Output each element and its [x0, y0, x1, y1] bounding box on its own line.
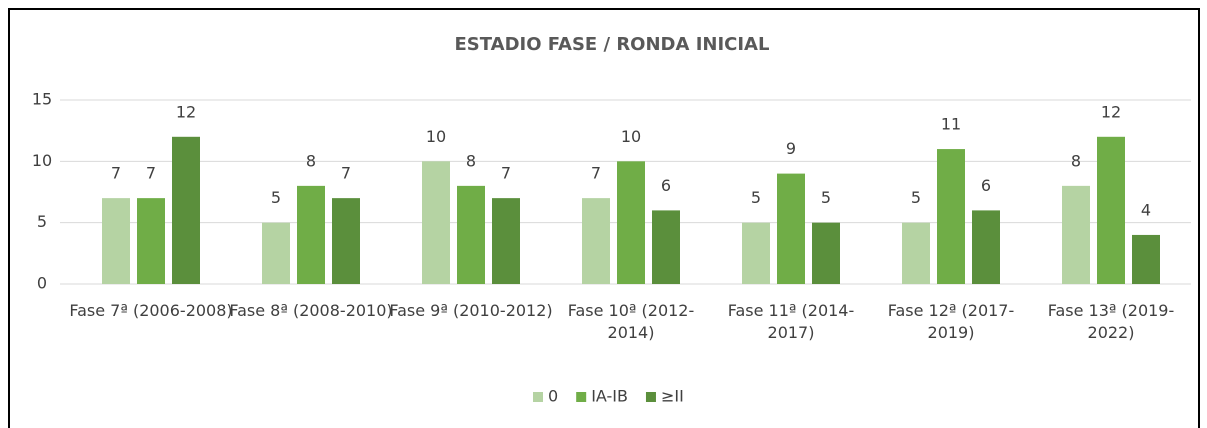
bar: [972, 210, 1000, 284]
bar: [262, 222, 290, 284]
data-label: 5: [911, 188, 921, 207]
bar: [652, 210, 680, 284]
data-label: 10: [621, 127, 641, 146]
bar: [937, 149, 965, 284]
bar: [902, 222, 930, 284]
data-label: 12: [1101, 102, 1121, 121]
y-tick-label: 0: [37, 274, 47, 293]
frame: [8, 8, 1200, 428]
legend-swatch: [533, 392, 543, 402]
data-label: 7: [111, 164, 121, 183]
x-tick-label: Fase 8ª (2008-2010): [229, 301, 393, 320]
bar: [137, 198, 165, 284]
data-label: 5: [271, 188, 281, 207]
bar: [582, 198, 610, 284]
data-label: 5: [821, 188, 831, 207]
data-label: 4: [1141, 200, 1151, 219]
bar: [1062, 185, 1090, 284]
data-label: 5: [751, 188, 761, 207]
data-label: 7: [146, 164, 156, 183]
chart-title: ESTADIO FASE / RONDA INICIAL: [455, 34, 770, 55]
x-tick-label: Fase 9ª (2010-2012): [389, 301, 553, 320]
x-tick-label: Fase 12ª (2017-2019): [887, 301, 1015, 342]
bar: [742, 222, 770, 284]
data-label: 6: [981, 176, 991, 195]
data-label: 10: [426, 127, 446, 146]
legend-label: ≥II: [661, 387, 684, 406]
data-label: 12: [176, 102, 196, 121]
x-tick-label: Fase 10ª (2012-2014): [567, 301, 695, 342]
x-tick-label: Fase 13ª (2019-2022): [1047, 301, 1175, 342]
data-label: 7: [591, 164, 601, 183]
bar: [812, 222, 840, 284]
data-label: 8: [1071, 151, 1081, 170]
y-tick-label: 15: [32, 90, 52, 109]
legend-swatch: [576, 392, 587, 402]
bar: [1132, 234, 1160, 284]
data-label: 8: [466, 151, 476, 170]
bar: [172, 136, 200, 284]
legend-label: 0: [548, 387, 558, 406]
y-tick-label: 5: [37, 212, 47, 231]
data-label: 11: [941, 115, 961, 134]
data-label: 6: [661, 176, 671, 195]
bar: [102, 198, 130, 284]
legend-label: IA-IB: [591, 387, 628, 406]
bar: [492, 198, 520, 284]
y-tick-label: 10: [32, 151, 52, 170]
legend-swatch: [645, 392, 656, 402]
x-tick-label: Fase 7ª (2006-2008): [69, 301, 233, 320]
data-label: 7: [501, 164, 511, 183]
bar: [617, 161, 645, 284]
data-label: 7: [341, 164, 351, 183]
data-label: 8: [306, 151, 316, 170]
bar: [457, 185, 485, 284]
data-label: 9: [786, 139, 796, 158]
bar: [422, 161, 450, 284]
x-tick-label: Fase 11ª (2014-2017): [727, 301, 855, 342]
bar: [777, 173, 805, 284]
bar: [332, 198, 360, 284]
bar: [1097, 136, 1125, 284]
bar: [297, 185, 325, 284]
